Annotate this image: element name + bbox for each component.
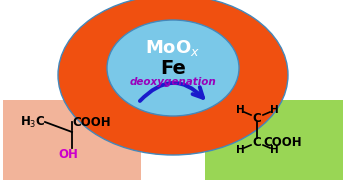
Text: Fe: Fe xyxy=(160,59,186,77)
Ellipse shape xyxy=(107,20,239,116)
Text: COOH: COOH xyxy=(263,136,302,149)
Text: MoO$_x$: MoO$_x$ xyxy=(145,38,201,58)
Text: H: H xyxy=(236,145,244,155)
Text: C: C xyxy=(253,112,261,125)
Text: deoxygenation: deoxygenation xyxy=(130,77,216,87)
Text: H: H xyxy=(270,105,279,115)
Text: C: C xyxy=(253,136,261,149)
Ellipse shape xyxy=(58,0,288,155)
Text: COOH: COOH xyxy=(72,115,111,129)
Bar xyxy=(205,100,343,180)
Text: H: H xyxy=(270,145,279,155)
Text: H: H xyxy=(236,105,244,115)
Text: H$_3$C: H$_3$C xyxy=(20,115,45,129)
Bar xyxy=(3,100,141,180)
Text: OH: OH xyxy=(58,147,78,160)
